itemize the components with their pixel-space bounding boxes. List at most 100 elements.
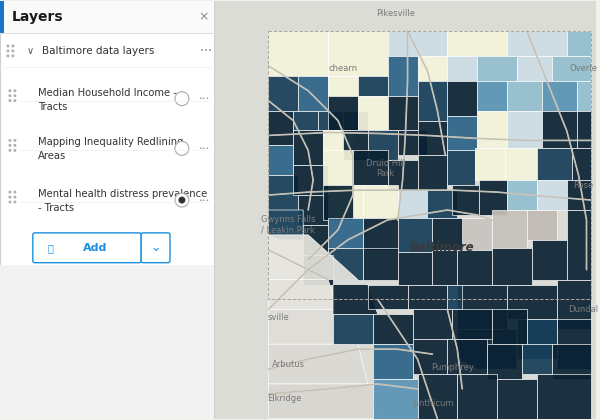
Polygon shape <box>268 110 293 145</box>
Polygon shape <box>268 280 338 310</box>
Polygon shape <box>373 344 413 379</box>
Polygon shape <box>507 285 557 319</box>
Polygon shape <box>268 344 368 384</box>
Bar <box>268 31 592 299</box>
Polygon shape <box>407 285 448 310</box>
Polygon shape <box>343 110 368 131</box>
Polygon shape <box>368 131 398 160</box>
Circle shape <box>178 197 185 204</box>
Polygon shape <box>557 319 592 369</box>
Polygon shape <box>433 218 462 250</box>
Circle shape <box>8 144 11 147</box>
Polygon shape <box>418 121 448 155</box>
Text: Pumphrey: Pumphrey <box>431 362 474 372</box>
Polygon shape <box>577 110 592 148</box>
Polygon shape <box>398 252 433 285</box>
Polygon shape <box>398 190 433 218</box>
Polygon shape <box>268 175 298 210</box>
Circle shape <box>13 94 16 97</box>
Circle shape <box>7 50 10 52</box>
Text: ⌄: ⌄ <box>151 241 161 254</box>
Polygon shape <box>457 250 492 285</box>
Polygon shape <box>358 96 388 131</box>
Circle shape <box>13 139 16 142</box>
Polygon shape <box>388 160 418 190</box>
Text: Elkridge: Elkridge <box>267 394 301 403</box>
Polygon shape <box>328 96 358 131</box>
Polygon shape <box>323 131 353 150</box>
Bar <box>214 1 596 419</box>
Polygon shape <box>418 81 448 121</box>
Polygon shape <box>343 131 368 160</box>
Polygon shape <box>537 180 566 210</box>
Text: - Tracts: - Tracts <box>38 203 74 213</box>
Polygon shape <box>448 339 487 374</box>
Polygon shape <box>477 81 507 110</box>
Circle shape <box>175 193 189 207</box>
Text: Mental health distress prevalence: Mental health distress prevalence <box>38 189 207 199</box>
Text: sville: sville <box>268 313 289 322</box>
Polygon shape <box>268 310 353 344</box>
Text: •••: ••• <box>198 197 209 202</box>
Text: ∨: ∨ <box>26 46 34 56</box>
Bar <box>0 1 214 419</box>
Text: Median Household Income -: Median Household Income - <box>38 88 176 98</box>
Polygon shape <box>328 31 388 76</box>
Polygon shape <box>268 210 303 240</box>
Polygon shape <box>293 131 323 165</box>
Text: Rose: Rose <box>574 181 593 190</box>
Polygon shape <box>268 76 298 110</box>
Polygon shape <box>303 225 328 255</box>
Polygon shape <box>268 384 378 419</box>
Circle shape <box>8 139 11 142</box>
Text: ×: × <box>199 10 209 24</box>
Text: Druid Hill
Park: Druid Hill Park <box>366 158 406 178</box>
Polygon shape <box>398 218 433 252</box>
Polygon shape <box>353 150 388 185</box>
Polygon shape <box>448 150 475 185</box>
Polygon shape <box>328 248 363 280</box>
Polygon shape <box>398 131 427 155</box>
Polygon shape <box>457 218 492 250</box>
Text: Mapping Inequality Redlining: Mapping Inequality Redlining <box>38 137 183 147</box>
Polygon shape <box>507 180 537 210</box>
Polygon shape <box>517 56 552 81</box>
Polygon shape <box>457 329 517 369</box>
Polygon shape <box>507 81 542 110</box>
Polygon shape <box>323 150 353 185</box>
Polygon shape <box>418 374 457 419</box>
Polygon shape <box>388 96 418 131</box>
Polygon shape <box>497 379 537 419</box>
Text: •••: ••• <box>200 48 212 54</box>
Polygon shape <box>477 56 517 81</box>
Circle shape <box>13 89 16 92</box>
Text: Layers: Layers <box>12 10 64 24</box>
Text: •••: ••• <box>198 146 209 151</box>
Polygon shape <box>452 185 479 215</box>
Text: Pikesville: Pikesville <box>376 9 415 18</box>
Text: Baltimore: Baltimore <box>410 241 475 254</box>
Polygon shape <box>477 110 507 148</box>
Polygon shape <box>268 235 358 280</box>
Polygon shape <box>507 31 566 56</box>
Polygon shape <box>268 145 293 175</box>
Polygon shape <box>323 185 353 220</box>
Polygon shape <box>363 185 398 218</box>
FancyBboxPatch shape <box>33 233 141 262</box>
Polygon shape <box>318 110 343 131</box>
Polygon shape <box>566 180 592 210</box>
Polygon shape <box>527 319 557 344</box>
Polygon shape <box>517 319 557 359</box>
Polygon shape <box>298 76 328 110</box>
Polygon shape <box>293 110 318 131</box>
Circle shape <box>8 196 11 199</box>
Polygon shape <box>298 195 328 225</box>
Circle shape <box>13 149 16 152</box>
Circle shape <box>7 45 10 47</box>
Text: Linthicum: Linthicum <box>412 399 453 408</box>
Circle shape <box>8 89 11 92</box>
Polygon shape <box>413 310 452 339</box>
Polygon shape <box>368 285 407 310</box>
Polygon shape <box>577 81 592 110</box>
Bar <box>0 265 214 419</box>
